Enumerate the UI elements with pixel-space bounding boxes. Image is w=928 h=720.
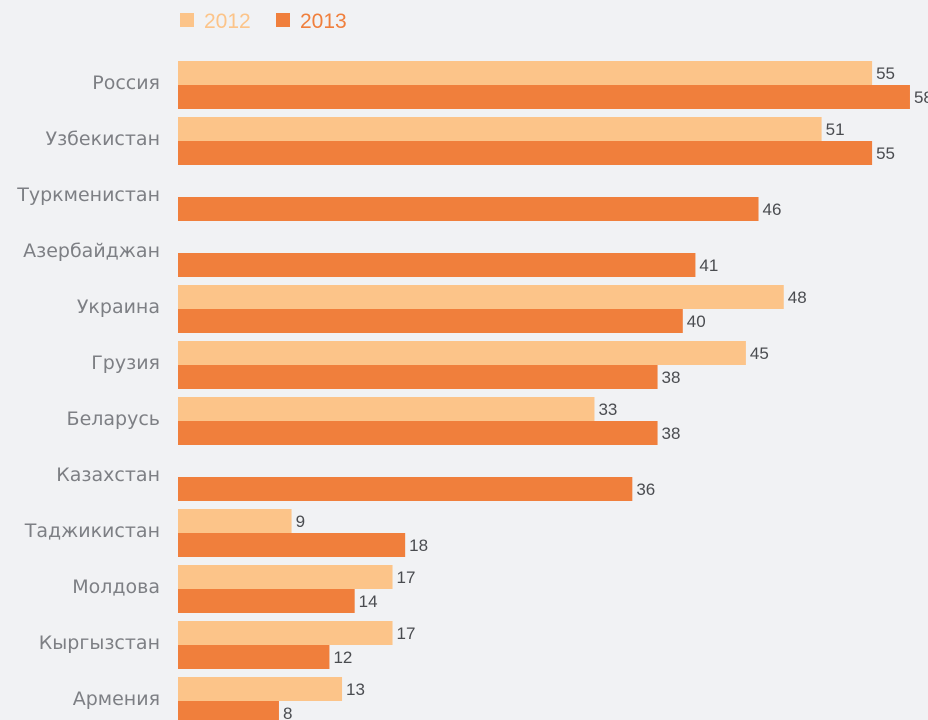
bar-2013-8: [178, 477, 633, 501]
data-label: 58: [914, 88, 928, 107]
data-label: 14: [359, 592, 378, 611]
data-label: 17: [397, 624, 416, 643]
legend-label-2013: 2013: [300, 10, 347, 33]
data-label: 46: [763, 200, 782, 219]
category-label: Кыргызстан: [39, 632, 160, 654]
category-label: Узбекистан: [46, 128, 161, 150]
bar-2013-5: [178, 309, 683, 333]
category-label: Туркменистан: [16, 184, 160, 206]
data-label: 36: [636, 480, 655, 499]
data-label: 41: [699, 256, 718, 275]
data-label: 55: [876, 64, 895, 83]
legend-swatch-2012: [180, 13, 194, 27]
category-label: Армения: [73, 688, 160, 710]
data-label: 48: [788, 288, 807, 307]
bar-2013-1: [178, 85, 910, 109]
data-label: 13: [346, 680, 365, 699]
data-label: 38: [662, 424, 681, 443]
bar-2013-3: [178, 197, 759, 221]
bar-2013-11: [178, 645, 330, 669]
category-labels: Россия Узбекистан Туркменистан Азербайджан У…: [16, 72, 160, 710]
data-label: 51: [826, 120, 845, 139]
legend: 2012 2013: [180, 10, 347, 33]
bar-2013-4: [178, 253, 696, 277]
data-label: 40: [687, 312, 706, 331]
data-label: 12: [333, 648, 352, 667]
category-label: Беларусь: [67, 408, 160, 430]
bar-2013-9: [178, 533, 406, 557]
bar-2013-2: [178, 141, 873, 165]
legend-swatch-2013: [276, 13, 290, 27]
bar-2012-9: [178, 509, 292, 533]
bar-2012-12: [178, 677, 343, 701]
bar-2012-2: [178, 117, 822, 141]
bar-2013-12: [178, 701, 279, 720]
category-label: Таджикистан: [24, 520, 160, 542]
bar-2012-5: [178, 285, 784, 309]
data-label: 55: [876, 144, 895, 163]
bar-2012-7: [178, 397, 595, 421]
category-label: Казахстан: [56, 464, 160, 486]
data-label: 18: [409, 536, 428, 555]
bar-2012-1: [178, 61, 873, 85]
bar-2012-10: [178, 565, 393, 589]
data-label: 33: [598, 400, 617, 419]
bars: 55 58 51 55 46 41 48 40 45 38 33 38 36 9 18 17 14 17 12 13 8: [178, 61, 928, 720]
bar-2012-11: [178, 621, 393, 645]
bar-2013-6: [178, 365, 658, 389]
category-label: Украина: [77, 296, 160, 318]
data-label: 8: [283, 704, 292, 720]
category-label: Грузия: [91, 352, 160, 374]
data-label: 45: [750, 344, 769, 363]
bar-2013-10: [178, 589, 355, 613]
bar-2012-6: [178, 341, 746, 365]
category-label: Молдова: [72, 576, 160, 598]
category-label: Азербайджан: [23, 240, 160, 262]
category-label: Россия: [92, 72, 160, 94]
data-label: 17: [397, 568, 416, 587]
data-label: 38: [662, 368, 681, 387]
legend-label-2012: 2012: [204, 10, 251, 33]
data-label: 9: [296, 512, 305, 531]
bar-2013-7: [178, 421, 658, 445]
